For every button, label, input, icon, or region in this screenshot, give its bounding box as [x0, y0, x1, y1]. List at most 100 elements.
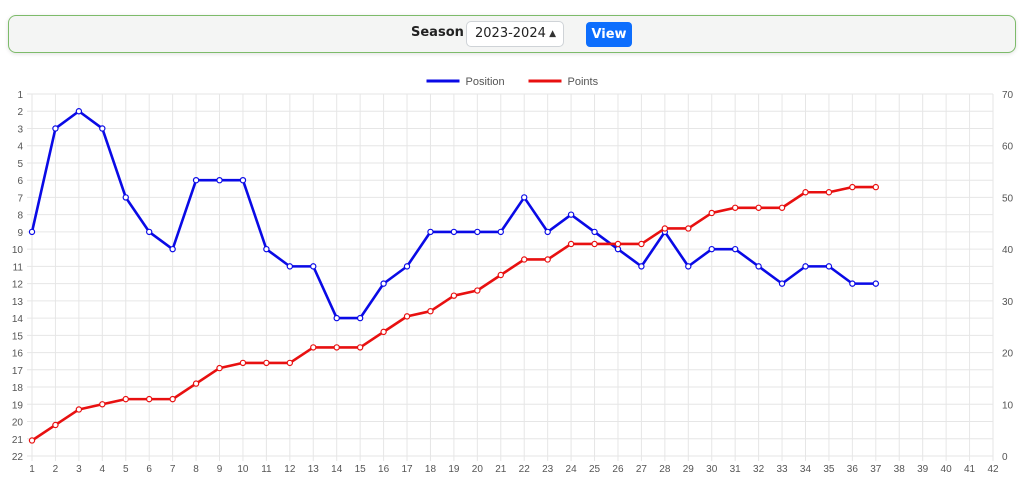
points-point [731, 204, 739, 211]
points-point [28, 437, 36, 444]
y-left-tick-label: 5 [17, 159, 23, 170]
season-select[interactable]: 2023-2024 ▲ [466, 21, 564, 47]
points-point [169, 395, 176, 403]
points-point [802, 189, 809, 196]
x-tick-label: 31 [730, 464, 742, 475]
x-tick-label: 15 [355, 464, 367, 475]
position-point [403, 263, 411, 270]
points-point [638, 240, 645, 248]
x-tick-label: 28 [659, 464, 671, 475]
x-tick-label: 33 [776, 464, 788, 475]
x-tick-label: 26 [612, 464, 624, 475]
x-tick-label: 13 [308, 464, 320, 475]
y-right-tick-label: 40 [1002, 245, 1014, 256]
position-point [567, 211, 575, 218]
points-point [333, 344, 340, 351]
points-point [403, 313, 411, 320]
points-point [427, 307, 434, 315]
chart-grid [27, 93, 994, 461]
points-point [497, 271, 504, 279]
x-tick-label: 27 [636, 464, 648, 475]
x-tick-label: 24 [566, 464, 578, 475]
position-point [263, 245, 270, 253]
x-tick-label: 39 [917, 464, 929, 475]
points-point [661, 225, 669, 232]
position-point [849, 280, 856, 287]
x-tick-label: 6 [146, 464, 152, 475]
y-right-tick-label: 60 [1002, 142, 1014, 153]
position-point [192, 176, 200, 184]
x-tick-label: 14 [331, 464, 343, 475]
position-point [755, 263, 762, 270]
position-point [731, 245, 739, 253]
position-point [286, 263, 294, 270]
x-tick-label: 22 [519, 464, 531, 475]
points-point [685, 225, 692, 232]
x-tick-label: 17 [401, 464, 413, 475]
x-tick-label: 7 [170, 464, 176, 475]
points-point [122, 395, 129, 403]
view-button[interactable]: View [586, 22, 632, 47]
position-point [145, 228, 153, 236]
points-point [474, 287, 481, 294]
x-tick-label: 38 [894, 464, 906, 475]
points-point [755, 204, 762, 211]
position-point [122, 194, 129, 201]
y-right-tick-label: 0 [1002, 452, 1008, 463]
position-point [52, 125, 59, 132]
x-tick-label: 32 [753, 464, 765, 475]
position-point [450, 228, 458, 236]
y-left-tick-label: 20 [12, 418, 24, 429]
position-point [802, 263, 809, 270]
x-tick-label: 36 [847, 464, 859, 475]
x-tick-label: 29 [683, 464, 695, 475]
y-left-tick-label: 15 [12, 331, 24, 342]
position-point [310, 263, 317, 270]
points-legend-label: Points [568, 76, 599, 88]
y-left-tick-label: 14 [12, 314, 24, 325]
x-tick-label: 16 [378, 464, 390, 475]
y-left-tick-label: 7 [17, 193, 23, 204]
x-tick-label: 5 [123, 464, 129, 475]
position-point [825, 263, 833, 270]
x-tick-label: 19 [448, 464, 460, 475]
points-point [286, 359, 294, 367]
position-point [216, 176, 223, 184]
points-point [521, 256, 528, 263]
position-point [685, 263, 692, 270]
position-point [591, 228, 598, 236]
y-right-tick-label: 30 [1002, 297, 1014, 308]
position-point [544, 228, 551, 236]
x-tick-label: 11 [261, 464, 272, 475]
y-left-tick-label: 10 [12, 245, 24, 256]
y-left-tick-label: 11 [13, 262, 24, 273]
y-left-tick-label: 1 [17, 90, 23, 101]
points-point [192, 380, 200, 387]
points-point [239, 359, 247, 367]
x-tick-label: 9 [217, 464, 223, 475]
x-tick-label: 42 [987, 464, 999, 475]
x-tick-label: 35 [823, 464, 835, 475]
y-left-tick-label: 21 [12, 435, 24, 446]
y-left-tick-label: 2 [17, 107, 23, 118]
points-point [380, 328, 387, 336]
points-point [356, 344, 364, 351]
chart-series [28, 108, 880, 444]
points-point [52, 421, 59, 429]
x-tick-label: 18 [425, 464, 437, 475]
season-label: Season [411, 25, 464, 40]
position-point [872, 280, 880, 287]
points-point [708, 209, 715, 217]
points-point [849, 183, 856, 191]
position-point [239, 176, 247, 184]
y-left-tick-label: 13 [12, 297, 24, 308]
position-point [28, 228, 36, 236]
y-left-tick-label: 9 [17, 228, 23, 239]
points-point [872, 183, 880, 191]
position-point [778, 280, 786, 287]
x-tick-label: 4 [100, 464, 106, 475]
x-tick-label: 1 [29, 464, 35, 475]
position-point [427, 228, 434, 236]
x-tick-label: 12 [284, 464, 296, 475]
select-arrows-icon: ▲ [549, 29, 556, 39]
